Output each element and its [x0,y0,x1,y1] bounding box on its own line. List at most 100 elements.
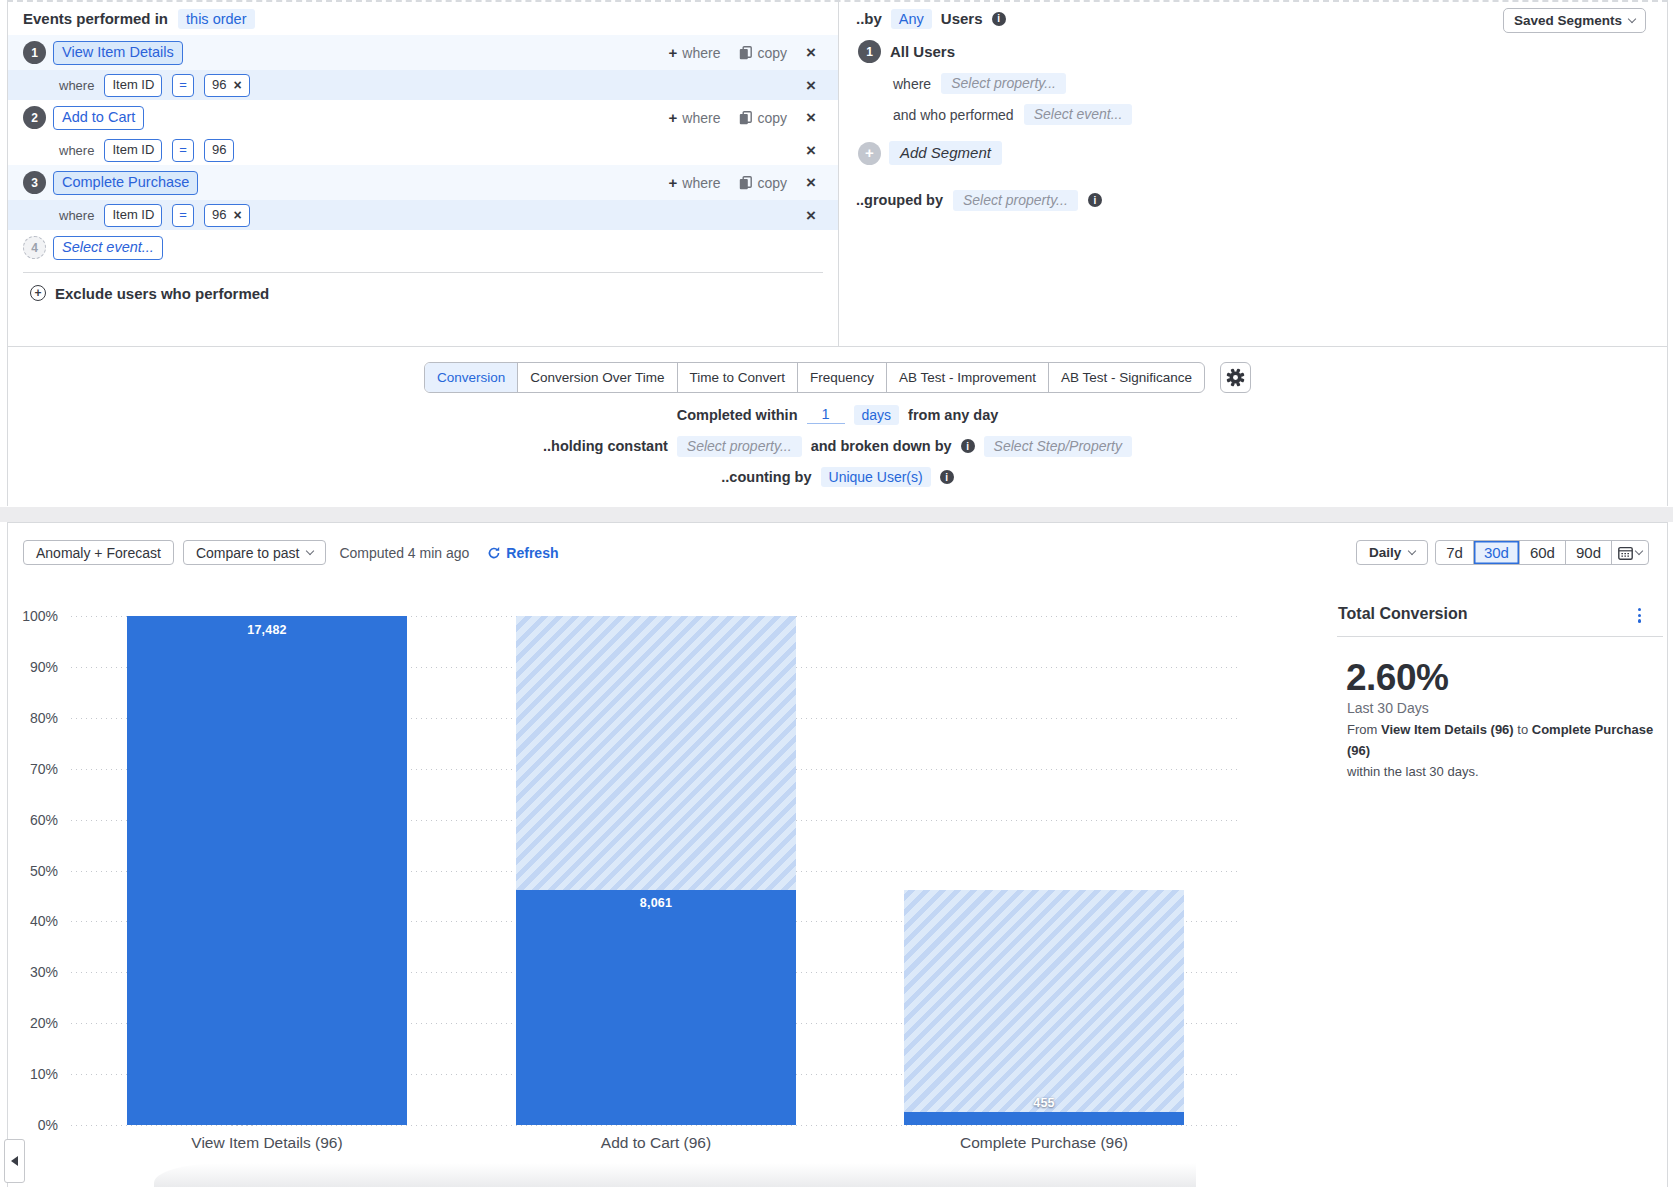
tab-frequency[interactable]: Frequency [797,363,886,392]
completed-within-input[interactable]: 1 [807,406,845,424]
compare-to-past-button[interactable]: Compare to past [183,540,327,565]
info-icon[interactable] [961,439,975,453]
info-icon[interactable] [1088,193,1102,207]
funnel-bar-converted[interactable] [904,1112,1184,1125]
any-toggle[interactable]: Any [891,9,932,29]
saved-segments-button[interactable]: Saved Segments [1503,8,1646,33]
gridline [71,1125,1239,1126]
counting-by-button[interactable]: Unique User(s) [821,467,931,487]
total-conversion-value: 2.60% [1346,659,1448,696]
broken-down-select[interactable]: Select Step/Property [984,436,1132,457]
remove-filter-button[interactable] [806,142,816,159]
holding-constant-row: ..holding constant Select property... an… [8,434,1667,458]
segment-row: 1 All Users [839,35,1667,68]
refresh-button[interactable]: Refresh [487,545,558,561]
select-event-button[interactable]: Select event... [53,236,163,260]
bar-value-label: 17,482 [127,623,407,637]
by-label: ..by [856,10,882,27]
add-where-button[interactable]: where [669,110,721,126]
calendar-icon [1618,546,1633,560]
filter-property-pill[interactable]: Item ID [104,139,162,162]
total-conversion-subtitle: Last 30 Days [1347,700,1429,716]
filter-property-pill[interactable]: Item ID [104,204,162,227]
total-conversion-description: From View Item Details (96) to Complete … [1347,719,1673,782]
segment-name: All Users [890,43,955,60]
event-select-button[interactable]: View Item Details [53,41,183,65]
remove-step-button[interactable] [806,109,816,126]
grouped-by-select-button[interactable]: Select property... [953,190,1078,211]
remove-step-button[interactable] [806,174,816,191]
filter-where-label: where [59,208,94,223]
tab-conversion-over-time[interactable]: Conversion Over Time [517,363,676,392]
bar-value-label: 8,061 [516,896,796,910]
exclude-users-button[interactable]: Exclude users who performed [8,273,838,313]
filter-operator-pill[interactable]: = [172,204,194,227]
add-where-button[interactable]: where [669,175,721,191]
event-select-button[interactable]: Add to Cart [53,106,144,130]
counting-by-label: ..counting by [721,469,811,485]
funnel-bar-dropoff[interactable] [516,616,796,890]
granularity-button[interactable]: Daily [1356,540,1428,565]
clear-value-icon[interactable] [233,78,241,92]
filter-operator-pill[interactable]: = [172,139,194,162]
clear-value-icon[interactable] [233,208,241,222]
tab-ab-test-significance[interactable]: AB Test - Significance [1048,363,1204,392]
order-toggle[interactable]: this order [178,9,254,29]
event-step-row: 4 Select event... [8,230,838,265]
info-icon[interactable] [992,12,1006,26]
select-event-button[interactable]: Select event... [1024,104,1133,125]
tab-ab-test-improvement[interactable]: AB Test - Improvement [886,363,1048,392]
select-property-button[interactable]: Select property... [941,73,1066,94]
collapse-sidebar-handle[interactable] [4,1139,25,1183]
range-60d[interactable]: 60d [1519,541,1565,564]
funnel-bar-converted[interactable] [127,616,407,1125]
copy-step-button[interactable]: copy [739,45,787,61]
x-axis-label: Complete Purchase (96) [884,1134,1204,1152]
grouped-by-label: ..grouped by [856,192,943,208]
kebab-menu-icon[interactable] [1638,608,1641,623]
event-filter-row: where Item ID = 96 [8,135,838,165]
info-icon[interactable] [940,470,954,484]
add-where-button[interactable]: where [669,45,721,61]
tab-time-to-convert[interactable]: Time to Convert [677,363,798,392]
chevron-down-icon [306,547,314,555]
holding-constant-select[interactable]: Select property... [677,436,802,457]
completed-within-label: Completed within [677,407,798,423]
plus-circle-icon [30,285,46,301]
y-axis-label: 40% [8,913,58,929]
filter-value-pill[interactable]: 96 [204,74,250,97]
broken-down-label: and broken down by [811,438,952,454]
remove-step-button[interactable] [806,44,816,61]
copy-step-button[interactable]: copy [739,175,787,191]
summary-title: Total Conversion [1338,605,1468,623]
custom-date-button[interactable] [1611,541,1648,564]
range-30d[interactable]: 30d [1473,541,1519,564]
settings-gear-button[interactable] [1220,362,1251,393]
add-segment-button[interactable]: Add Segment [889,141,1002,165]
remove-filter-button[interactable] [806,77,816,94]
event-filter-row: where Item ID = 96 [8,70,838,100]
range-90d[interactable]: 90d [1565,541,1611,564]
range-7d[interactable]: 7d [1436,541,1473,564]
filter-value-pill[interactable]: 96 [204,204,250,227]
y-axis-label: 100% [8,608,58,624]
tab-conversion[interactable]: Conversion [425,363,517,392]
funnel-bar-converted[interactable] [516,890,796,1125]
y-axis-label: 80% [8,710,58,726]
x-axis-label: Add to Cart (96) [496,1134,816,1152]
anomaly-forecast-button[interactable]: Anomaly + Forecast [23,540,174,565]
event-select-button[interactable]: Complete Purchase [53,171,198,195]
copy-icon [739,111,752,125]
days-unit-button[interactable]: days [854,405,900,425]
step-number-badge: 4 [23,236,46,259]
segment-number-badge: 1 [858,40,881,63]
filter-property-pill[interactable]: Item ID [104,74,162,97]
events-panel-title: Events performed in [23,10,168,27]
remove-filter-button[interactable] [806,207,816,224]
segment-where-row: where Select property... [839,68,1667,99]
filter-operator-pill[interactable]: = [172,74,194,97]
copy-step-button[interactable]: copy [739,110,787,126]
filter-value-pill[interactable]: 96 [204,139,234,162]
funnel-bar-dropoff[interactable] [904,890,1184,1111]
refresh-icon [487,546,501,560]
